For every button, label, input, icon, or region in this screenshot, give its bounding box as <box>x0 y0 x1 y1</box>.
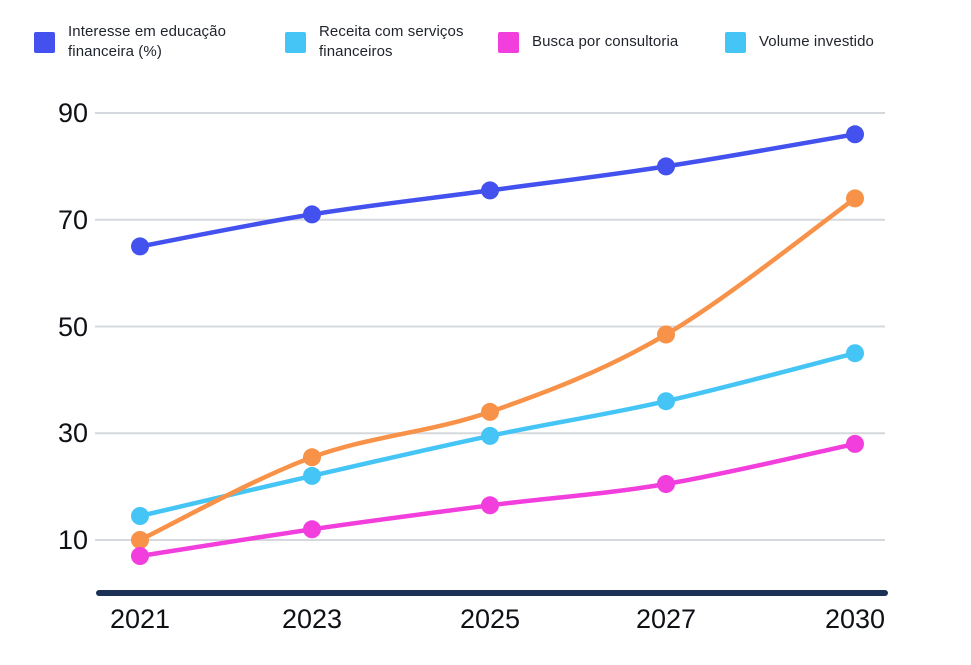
data-point <box>481 181 499 200</box>
legend-item-busca: Busca por consultoria <box>498 20 678 64</box>
legend-swatch-busca <box>498 31 519 53</box>
data-point <box>846 125 864 144</box>
data-point <box>657 392 675 411</box>
data-point <box>846 189 864 208</box>
x-tick-label: 2027 <box>635 604 697 634</box>
data-point <box>303 205 321 224</box>
data-point <box>657 325 675 344</box>
chart-legend: Interesse em educação financeira (%) Rec… <box>0 0 971 84</box>
legend-label-receita: Receita com serviços financeiros <box>319 23 464 60</box>
x-tick-label: 2023 <box>281 604 343 634</box>
legend-label-interesse: Interesse em educação financeira (%) <box>68 23 227 60</box>
legend-item-receita: Receita com serviços financeiros <box>285 20 497 64</box>
data-point <box>657 475 675 493</box>
data-point <box>481 402 499 421</box>
data-point <box>303 448 321 467</box>
legend-swatch-volume <box>725 31 746 53</box>
legend-swatch-receita <box>285 31 306 53</box>
legend-swatch-interesse <box>34 31 55 53</box>
x-tick-label: 2030 <box>824 604 886 634</box>
data-point <box>131 547 149 565</box>
y-tick-label: 10 <box>57 525 88 555</box>
legend-label-busca: Busca por consultoria <box>532 33 679 51</box>
data-point <box>481 426 499 445</box>
data-point <box>131 237 149 256</box>
x-tick-label: 2025 <box>459 604 521 634</box>
y-tick-label: 90 <box>57 98 88 128</box>
data-point <box>131 507 149 525</box>
legend-item-volume: Volume investido <box>725 20 874 64</box>
data-point <box>131 531 149 549</box>
y-tick-label: 70 <box>57 204 88 235</box>
y-tick-label: 50 <box>57 311 88 342</box>
data-point <box>846 344 864 363</box>
data-point <box>846 434 864 453</box>
x-axis-line <box>96 590 888 596</box>
data-point <box>303 466 321 485</box>
data-point <box>657 157 675 176</box>
y-tick-label: 30 <box>57 418 88 449</box>
legend-item-interesse: Interesse em educação financeira (%) <box>34 20 258 64</box>
data-point <box>303 520 321 539</box>
data-point <box>481 496 499 515</box>
legend-label-volume: Volume investido <box>759 33 875 51</box>
x-tick-label: 2021 <box>109 604 171 634</box>
